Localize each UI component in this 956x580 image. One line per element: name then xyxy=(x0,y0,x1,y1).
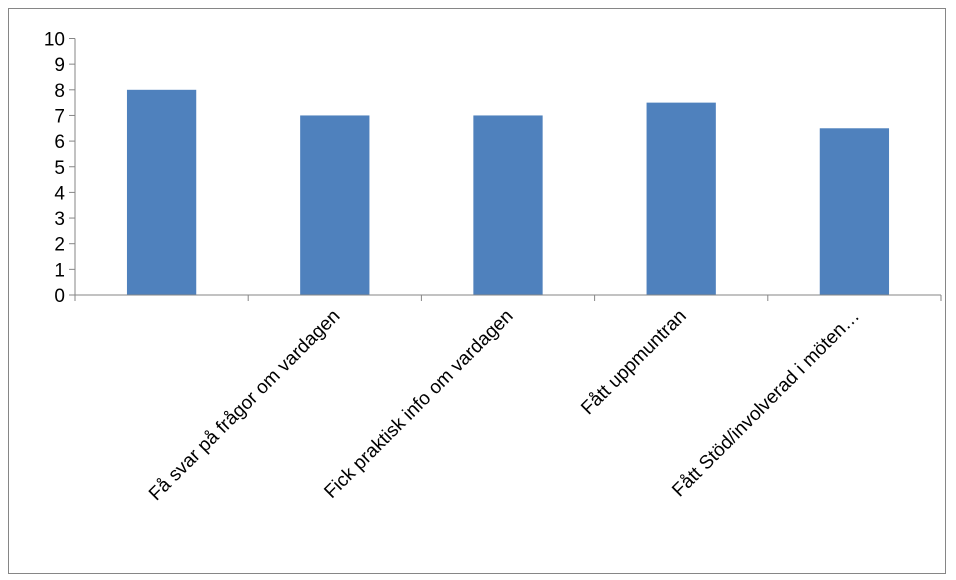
y-tick-label: 0 xyxy=(54,286,65,307)
bar xyxy=(300,115,370,295)
y-tick-label: 10 xyxy=(44,30,65,51)
bar xyxy=(126,89,197,295)
y-tick-label: 3 xyxy=(54,209,65,230)
bar xyxy=(646,102,716,295)
y-tick-label: 2 xyxy=(54,235,65,256)
bars xyxy=(126,89,890,295)
x-category-label: Få svar på frågor om vardagen xyxy=(145,306,344,505)
bar xyxy=(473,115,543,295)
y-tick-label: 1 xyxy=(54,260,65,281)
x-axis-ticks xyxy=(74,295,942,301)
y-tick-label: 9 xyxy=(54,55,65,76)
y-tick-label: 6 xyxy=(54,132,65,153)
y-axis-ticks xyxy=(69,38,75,296)
y-tick-label: 8 xyxy=(54,81,65,102)
x-category-label: Fick praktisk info om vardagen xyxy=(320,306,517,503)
x-category-label: Fått uppmuntran xyxy=(577,306,690,419)
y-axis-tick-labels: 0 1 2 3 4 5 6 7 8 9 10 xyxy=(44,30,66,308)
y-tick-label: 7 xyxy=(54,106,65,127)
x-category-label: Fått Stöd/involverad i möten… xyxy=(668,306,864,502)
y-tick-label: 5 xyxy=(54,158,65,179)
y-tick-label: 4 xyxy=(54,183,65,204)
bar xyxy=(819,128,890,295)
